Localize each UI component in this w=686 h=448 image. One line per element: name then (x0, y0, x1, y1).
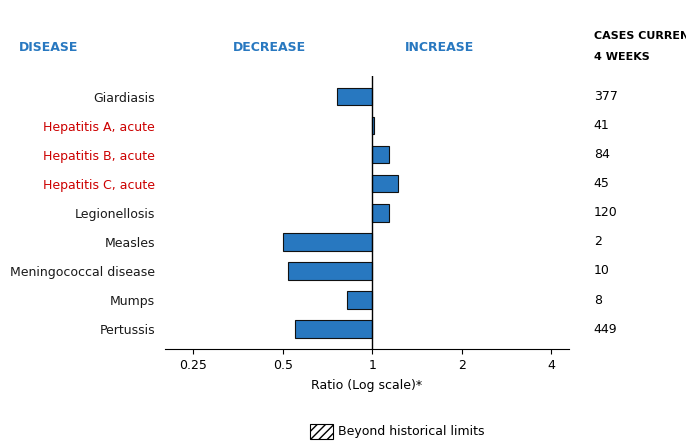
Text: 4 WEEKS: 4 WEEKS (593, 52, 650, 62)
Text: 2: 2 (593, 235, 602, 248)
Text: CASES CURRENT: CASES CURRENT (593, 30, 686, 41)
Text: 41: 41 (593, 119, 609, 132)
X-axis label: Ratio (Log scale)*: Ratio (Log scale)* (311, 379, 423, 392)
Bar (310, 424, 333, 439)
Text: 120: 120 (593, 206, 617, 220)
Text: 377: 377 (593, 90, 617, 103)
Text: 449: 449 (593, 323, 617, 336)
Bar (295, 320, 372, 338)
Text: 8: 8 (593, 293, 602, 306)
Text: DISEASE: DISEASE (19, 41, 78, 54)
Text: 84: 84 (593, 148, 610, 161)
Bar (372, 117, 374, 134)
Text: 10: 10 (593, 264, 610, 277)
Bar (372, 204, 390, 221)
Bar (372, 175, 398, 193)
Bar (283, 233, 372, 250)
Bar (337, 88, 372, 105)
Text: 45: 45 (593, 177, 610, 190)
Bar (347, 291, 372, 309)
Text: DECREASE: DECREASE (233, 41, 307, 54)
Bar (288, 262, 372, 280)
Text: INCREASE: INCREASE (405, 41, 475, 54)
Text: Beyond historical limits: Beyond historical limits (338, 425, 484, 438)
Bar (372, 146, 390, 164)
